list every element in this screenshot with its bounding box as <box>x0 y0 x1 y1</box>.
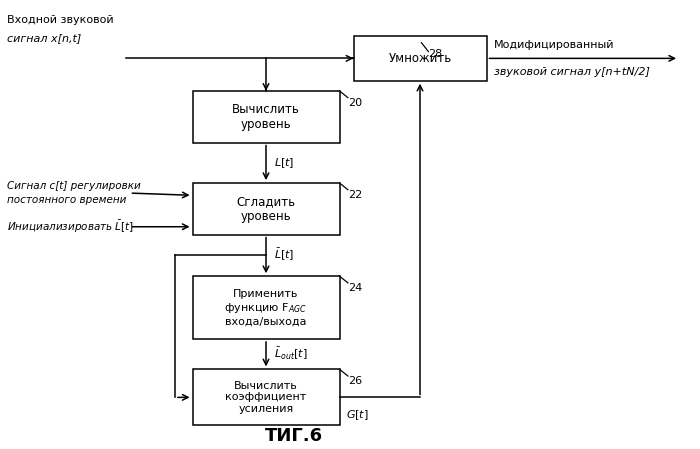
Bar <box>193 369 340 426</box>
Bar <box>193 183 340 234</box>
Text: Сигнал c[t] регулировки: Сигнал c[t] регулировки <box>7 181 141 191</box>
Text: 22: 22 <box>348 189 362 200</box>
Text: постоянного времени: постоянного времени <box>7 195 127 205</box>
Text: 28: 28 <box>428 49 442 59</box>
Text: 26: 26 <box>348 376 362 386</box>
Text: ΤИГ.6: ΤИГ.6 <box>265 427 323 445</box>
Text: Входной звуковой: Входной звуковой <box>7 15 113 25</box>
Text: 20: 20 <box>348 98 362 108</box>
Text: Применить
функцию F$_{AGC}$
входа/выхода: Применить функцию F$_{AGC}$ входа/выхода <box>225 289 307 326</box>
Text: $\bar{L}_{out}[t]$: $\bar{L}_{out}[t]$ <box>274 346 308 362</box>
Text: $G[t]$: $G[t]$ <box>346 409 370 423</box>
Text: 24: 24 <box>348 283 362 293</box>
Text: Сгладить
уровень: Сгладить уровень <box>237 195 295 223</box>
Bar <box>193 91 340 143</box>
Bar <box>354 36 486 81</box>
Bar <box>193 276 340 339</box>
Text: сигнал x[n,t]: сигнал x[n,t] <box>7 33 81 43</box>
Text: Вычислить
уровень: Вычислить уровень <box>232 103 300 131</box>
Text: Умножить: Умножить <box>389 52 452 65</box>
Text: Вычислить
коэффициент
усиления: Вычислить коэффициент усиления <box>225 381 307 414</box>
Text: звуковой сигнал y[n+tN/2]: звуковой сигнал y[n+tN/2] <box>494 67 650 77</box>
Text: $L[t]$: $L[t]$ <box>274 156 295 170</box>
Text: $\bar{L}[t]$: $\bar{L}[t]$ <box>274 247 295 264</box>
Text: Модифицированный: Модифицированный <box>494 40 614 50</box>
Text: Инициализировать $\bar{L}[t]$: Инициализировать $\bar{L}[t]$ <box>7 219 134 235</box>
